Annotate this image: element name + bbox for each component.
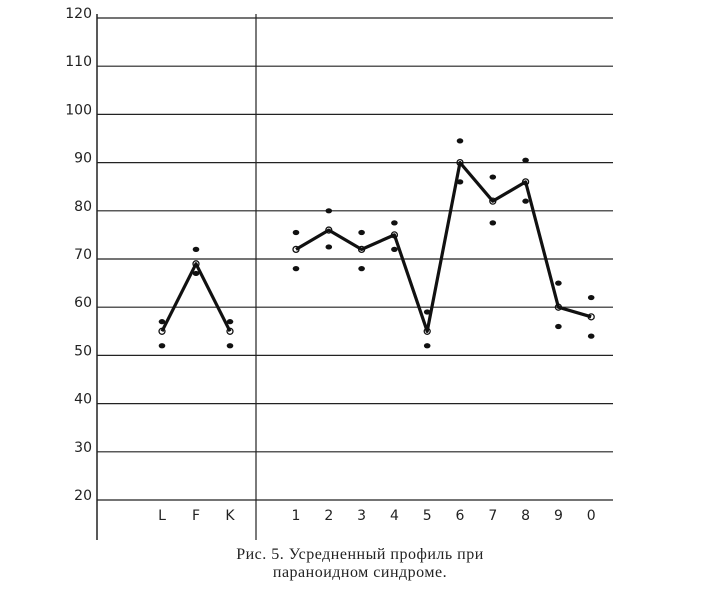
y-tick-label: 30	[74, 440, 92, 456]
x-tick-label: 4	[390, 508, 399, 524]
upper-point	[522, 157, 529, 163]
x-tick-label: L	[158, 508, 166, 524]
lower-point	[358, 266, 365, 272]
y-tick-label: 60	[74, 295, 92, 311]
upper-point	[489, 174, 497, 180]
profile-point	[226, 327, 234, 335]
profile-point	[292, 245, 300, 254]
x-tick-label: 3	[357, 508, 366, 524]
lower-point	[489, 220, 497, 226]
profile-point	[489, 197, 497, 205]
lower-point	[555, 323, 562, 330]
x-tick-label: K	[225, 508, 235, 524]
y-tick-label: 110	[65, 54, 92, 70]
profile-line	[295, 161, 592, 333]
y-tick-label: 70	[74, 247, 92, 263]
y-tick-label: 120	[65, 6, 92, 22]
profile-line	[160, 262, 232, 333]
profile-point	[521, 178, 530, 186]
x-tick-label: 2	[324, 508, 333, 524]
profile-point	[423, 327, 431, 335]
lower-point	[226, 343, 234, 349]
y-tick-label: 20	[74, 488, 92, 504]
lower-point	[391, 246, 398, 252]
y-tick-label: 40	[74, 392, 92, 408]
upper-point	[391, 220, 398, 226]
lower-point	[522, 198, 529, 204]
lower-point	[423, 343, 431, 349]
x-tick-label: 6	[456, 508, 465, 524]
lower-point	[587, 333, 595, 339]
y-tick-label: 80	[74, 199, 92, 215]
profile-point	[325, 226, 333, 234]
upper-point	[226, 319, 234, 325]
y-tick-label: 90	[74, 151, 92, 167]
x-tick-label: 7	[488, 508, 497, 524]
profile-point	[587, 313, 595, 321]
x-tick-label: 9	[554, 508, 563, 524]
upper-point	[325, 208, 333, 214]
upper-point	[555, 280, 562, 286]
upper-point	[456, 138, 464, 144]
lower-point	[292, 266, 300, 272]
x-tick-label: 5	[423, 508, 432, 524]
profile-point	[390, 231, 399, 239]
lower-point	[158, 343, 166, 349]
x-tick-label: F	[192, 508, 200, 524]
profile-point	[192, 260, 200, 268]
profile-point	[357, 245, 366, 254]
upper-point	[158, 319, 166, 325]
upper-point	[423, 309, 431, 315]
x-tick-label: 8	[521, 508, 530, 524]
upper-point	[292, 229, 300, 236]
upper-point	[192, 246, 200, 252]
upper-point	[358, 229, 365, 236]
upper-point	[587, 294, 595, 301]
x-tick-label: 1	[292, 508, 301, 524]
lower-point	[192, 270, 200, 277]
caption: Рис. 5. Усредненный профиль при параноид…	[236, 546, 484, 581]
y-tick-label: 50	[74, 343, 92, 359]
profile-point	[554, 303, 563, 311]
profile-point	[456, 158, 464, 167]
profile-point	[158, 327, 166, 335]
lower-point	[325, 244, 333, 250]
lower-point	[456, 179, 464, 185]
x-tick-label: 0	[587, 508, 596, 524]
y-tick-label: 100	[65, 102, 92, 118]
